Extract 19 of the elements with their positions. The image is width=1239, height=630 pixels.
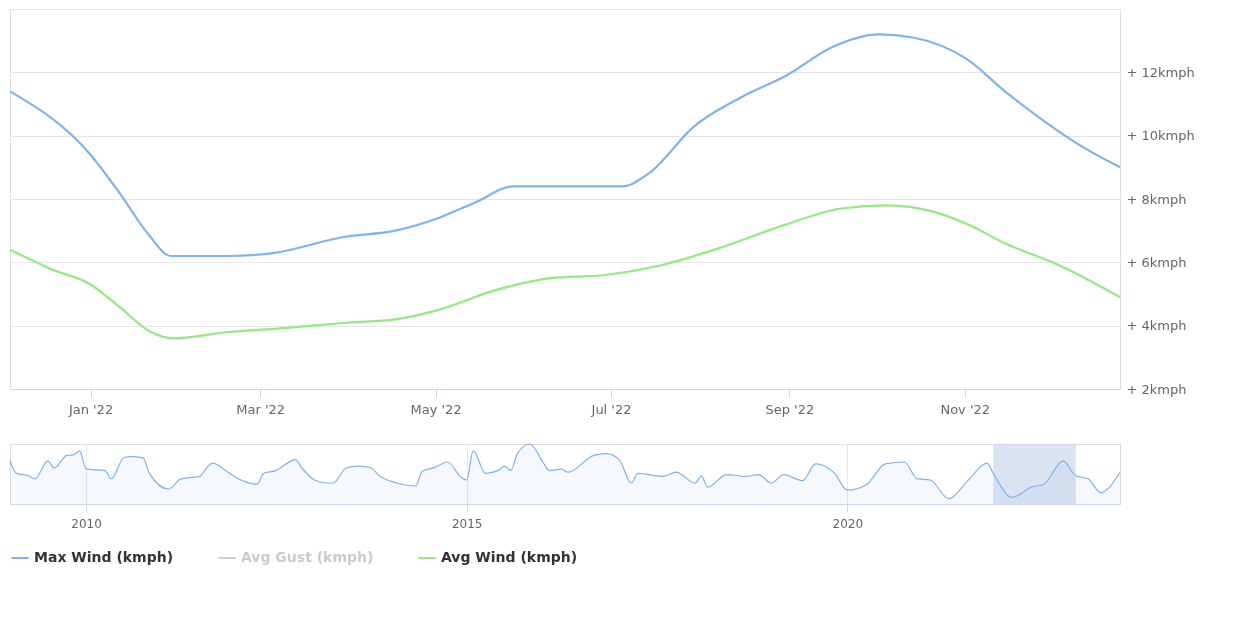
x-tick-label: May '22 [410, 401, 462, 417]
x-tick-label: Sep '22 [765, 401, 815, 417]
line-series [8, 204, 1122, 340]
x-tick-label: 2010 [71, 516, 102, 531]
x-tick-label: 2015 [451, 516, 483, 531]
legend-label: Max Wind (kmph) [34, 549, 174, 565]
y-tick-label: + 2kmph [1126, 381, 1187, 397]
line-series [8, 33, 1122, 258]
y-tick-label: + 4kmph [1126, 318, 1187, 334]
y-tick-label: + 8kmph [1126, 191, 1187, 207]
y-tick-label: + 12kmph [1126, 64, 1195, 80]
y-tick-label: + 10kmph [1126, 128, 1195, 144]
x-tick-label: 2020 [832, 516, 864, 531]
x-tick-label: Jan '22 [67, 401, 114, 417]
x-tick-label: Nov '22 [940, 401, 991, 417]
x-tick-label: Mar '22 [236, 401, 286, 417]
legend-label: Avg Wind (kmph) [441, 549, 578, 565]
y-tick-label: + 6kmph [1126, 254, 1187, 270]
x-tick-label: Jul '22 [590, 401, 632, 417]
